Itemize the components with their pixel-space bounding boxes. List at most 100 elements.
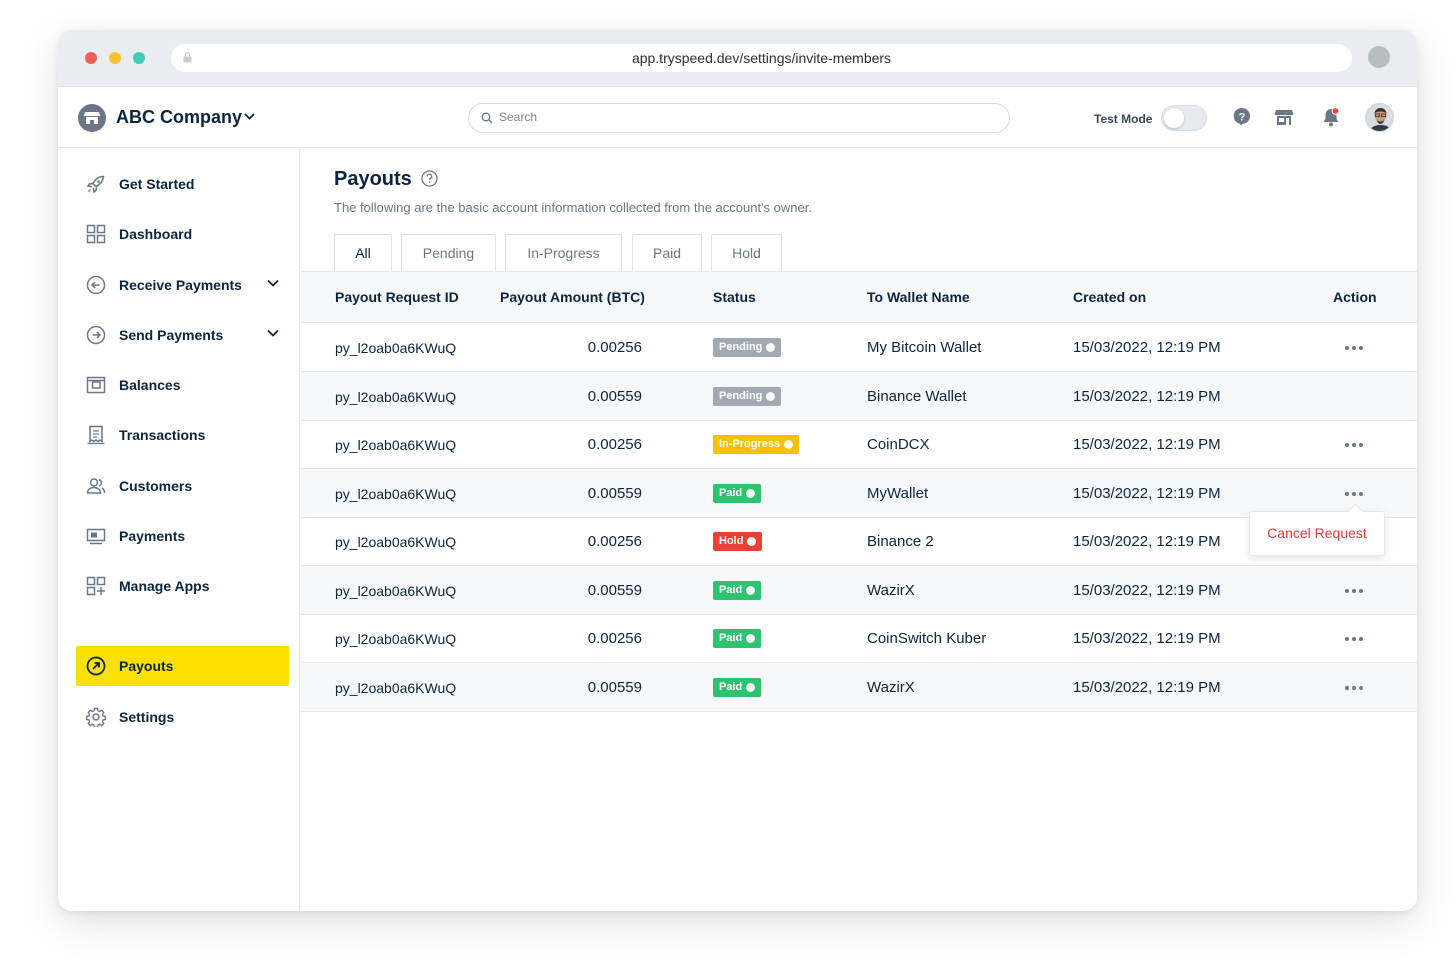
browser-chrome: app.tryspeed.dev/settings/invite-members (58, 30, 1417, 87)
sidebar-item-label: Receive Payments (119, 277, 242, 293)
more-actions-icon[interactable] (1345, 437, 1365, 451)
payout-amount: 0.00559 (587, 485, 642, 502)
table-row[interactable]: py_l2oab0a6KWuQ 0.00256 Pending My Bitco… (301, 323, 1417, 372)
x-circle-icon (747, 537, 757, 546)
column-header: Action (1333, 289, 1377, 305)
grid-icon (86, 224, 106, 244)
maximize-window-button[interactable] (133, 52, 145, 64)
tab-paid[interactable]: Paid (632, 234, 702, 271)
cancel-request-button[interactable]: Cancel Request (1267, 525, 1367, 541)
chevron-down-icon[interactable] (244, 113, 255, 120)
sidebar-item-label: Get Started (119, 176, 195, 192)
column-header[interactable]: Created on (1073, 289, 1147, 305)
sidebar-item-label: Manage Apps (119, 578, 210, 594)
sidebar-item-label: Transactions (119, 427, 206, 443)
info-icon (766, 392, 776, 401)
address-bar[interactable]: app.tryspeed.dev/settings/invite-members (171, 44, 1352, 72)
created-on: 15/03/2022, 12:19 PM (1073, 679, 1221, 696)
search-icon (481, 112, 493, 124)
bell-icon[interactable] (1321, 107, 1341, 128)
clock-icon (784, 440, 794, 449)
check-icon (746, 586, 756, 595)
more-actions-icon[interactable] (1345, 486, 1365, 500)
arrow-right-circle-icon (86, 325, 106, 345)
payout-amount: 0.00256 (587, 339, 642, 356)
wallet-name: Binance 2 (867, 533, 934, 550)
tab-pending[interactable]: Pending (401, 234, 496, 271)
created-on: 15/03/2022, 12:19 PM (1073, 388, 1221, 405)
payout-amount: 0.00559 (587, 679, 642, 696)
table-row[interactable]: py_l2oab0a6KWuQ 0.00256 In-Progress Coin… (301, 420, 1417, 469)
sidebar-item-transactions[interactable]: Transactions (76, 415, 289, 455)
sidebar-item-label: Send Payments (119, 327, 224, 343)
status-badge: In-Progress (713, 435, 800, 454)
more-actions-icon[interactable] (1345, 680, 1365, 694)
test-mode-toggle[interactable] (1161, 105, 1207, 131)
payout-id: py_l2oab0a6KWuQ (335, 534, 457, 550)
user-avatar[interactable] (1365, 103, 1394, 132)
column-header[interactable]: Status (713, 289, 756, 305)
test-mode-label: Test Mode (1094, 112, 1153, 126)
page-subtitle: The following are the basic account info… (334, 200, 812, 215)
created-on: 15/03/2022, 12:19 PM (1073, 533, 1221, 550)
column-header[interactable]: Payout Amount (BTC) (500, 289, 645, 305)
wallet-name: WazirX (867, 679, 915, 696)
sidebar-item-send-payments[interactable]: Send Payments (76, 315, 289, 355)
company-switcher[interactable]: ABC Company (116, 107, 243, 127)
table-row[interactable]: py_l2oab0a6KWuQ 0.00256 Paid CoinSwitch … (301, 614, 1417, 663)
check-icon (746, 489, 756, 498)
wallet-icon (86, 376, 106, 394)
url-text: app.tryspeed.dev/settings/invite-members (631, 50, 892, 66)
payout-amount: 0.00256 (587, 630, 642, 647)
more-actions-icon[interactable] (1345, 583, 1365, 597)
arrow-left-circle-icon (86, 275, 106, 295)
sidebar-item-dashboard[interactable]: Dashboard (76, 214, 289, 254)
minimize-window-button[interactable] (109, 52, 121, 64)
search-box[interactable] (468, 103, 1010, 133)
search-input[interactable] (499, 110, 979, 124)
storefront-icon[interactable] (1274, 107, 1294, 127)
status-badge: Paid (713, 484, 762, 503)
tab-hold[interactable]: Hold (711, 234, 782, 271)
chevron-down-icon[interactable] (267, 279, 279, 287)
sidebar-item-payments[interactable]: Payments (76, 516, 289, 556)
table-row[interactable]: py_l2oab0a6KWuQ 0.00559 Paid WazirX 15/0… (301, 663, 1417, 712)
created-on: 15/03/2022, 12:19 PM (1073, 485, 1221, 502)
sidebar-item-balances[interactable]: Balances (76, 365, 289, 405)
more-actions-icon[interactable] (1345, 631, 1365, 645)
table-row[interactable]: py_l2oab0a6KWuQ 0.00559 Pending Binance … (301, 372, 1417, 421)
question-circle-icon[interactable] (421, 170, 438, 187)
sidebar-item-settings[interactable]: Settings (76, 697, 289, 737)
payout-id: py_l2oab0a6KWuQ (335, 389, 457, 405)
table-row[interactable]: py_l2oab0a6KWuQ 0.00559 Paid MyWallet 15… (301, 469, 1417, 518)
table-row[interactable]: py_l2oab0a6KWuQ 0.00559 Paid WazirX 15/0… (301, 566, 1417, 615)
created-on: 15/03/2022, 12:19 PM (1073, 436, 1221, 453)
payout-id: py_l2oab0a6KWuQ (335, 486, 457, 502)
close-window-button[interactable] (85, 52, 97, 64)
store-icon (78, 104, 106, 132)
receipt-icon (87, 425, 105, 445)
status-badge: Paid (713, 581, 762, 600)
column-header[interactable]: To Wallet Name (867, 289, 970, 305)
tab-in-progress[interactable]: In-Progress (505, 234, 622, 271)
svg-text:?: ? (1239, 112, 1246, 124)
browser-profile-icon[interactable] (1368, 46, 1390, 68)
sidebar-item-get-started[interactable]: Get Started (76, 164, 289, 204)
payout-amount: 0.00559 (587, 582, 642, 599)
sidebar-item-receive-payments[interactable]: Receive Payments (76, 265, 289, 305)
payment-icon (86, 528, 106, 545)
wallet-name: WazirX (867, 582, 915, 599)
more-actions-icon[interactable] (1345, 340, 1365, 354)
tab-all[interactable]: All (334, 234, 392, 272)
status-badge: Pending (713, 338, 782, 357)
sidebar-item-customers[interactable]: Customers (76, 466, 289, 506)
sidebar-item-payouts[interactable]: Payouts (76, 646, 289, 686)
chevron-down-icon[interactable] (267, 329, 279, 337)
app-header: ABC Company Test Mode ? (58, 87, 1417, 148)
sidebar-item-manage-apps[interactable]: Manage Apps (76, 566, 289, 606)
column-header[interactable]: Payout Request ID (335, 289, 459, 305)
payout-amount: 0.00256 (587, 436, 642, 453)
app-window: app.tryspeed.dev/settings/invite-members… (58, 30, 1417, 911)
help-icon[interactable]: ? (1232, 107, 1252, 127)
wallet-name: Binance Wallet (867, 388, 967, 405)
